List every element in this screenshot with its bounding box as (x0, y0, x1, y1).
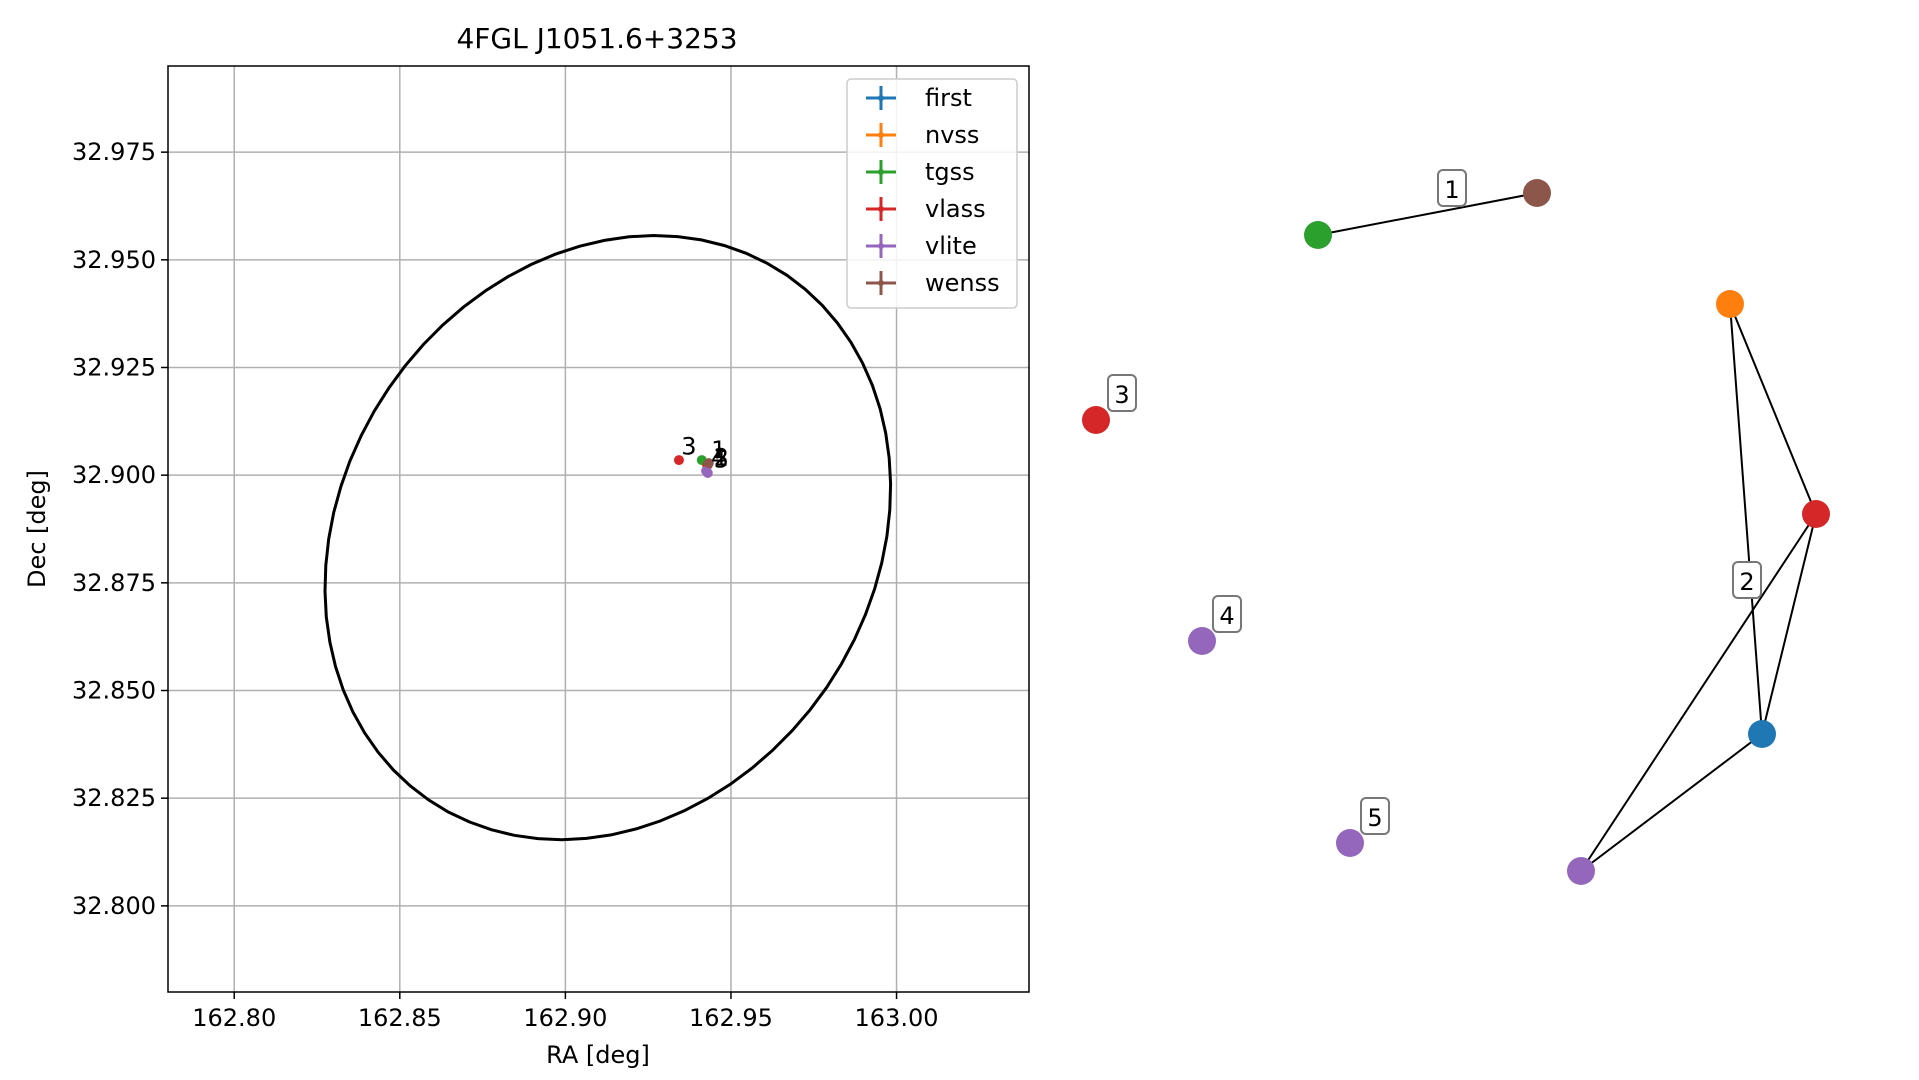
node-vlass3 (1082, 406, 1110, 434)
legend-label-vlass: vlass (925, 195, 986, 223)
group-label-box (1107, 374, 1137, 412)
edge-vlass2-first (1761, 513, 1817, 735)
legend-dot-nvss (878, 132, 884, 138)
x-tick-label: 162.90 (523, 1004, 607, 1032)
source-point-label: 5 (714, 445, 729, 473)
error-ellipse (323, 233, 893, 842)
legend-dot-vlass (878, 206, 884, 212)
edge-nvss-vlass2 (1729, 303, 1817, 515)
y-tick-label: 32.875 (72, 569, 156, 597)
source-points (673, 455, 714, 479)
group-label-text: 1 (1444, 176, 1459, 204)
node-tgss (1304, 221, 1332, 249)
x-tick-label: 163.00 (855, 1004, 939, 1032)
plot-frame (167, 65, 1030, 993)
group-label-text: 5 (1367, 804, 1382, 832)
source-point-label: 3 (681, 432, 696, 460)
network-nodes (1082, 179, 1830, 885)
group-label-box (1437, 169, 1467, 207)
node-vlass2 (1802, 500, 1830, 528)
legend-label-tgss: tgss (925, 158, 975, 186)
node-vlite2 (1567, 857, 1595, 885)
group-label-text: 3 (1114, 381, 1129, 409)
group-label-text: 4 (1219, 602, 1234, 630)
node-first (1748, 720, 1776, 748)
group-label-3: 3 (1107, 374, 1137, 412)
x-tick-label: 162.80 (192, 1004, 276, 1032)
y-tick-label: 32.925 (72, 353, 156, 381)
group-label-1: 1 (1437, 169, 1467, 207)
x-tick-label: 162.95 (689, 1004, 773, 1032)
source-point-vlite (701, 465, 712, 476)
y-tick-label: 32.825 (72, 784, 156, 812)
network-group-labels: 1 2 3 4 5 (1107, 169, 1762, 835)
y-tick-label: 32.900 (72, 461, 156, 489)
source-point-wenss (703, 458, 714, 469)
source-point-vlass (673, 455, 684, 466)
source-point-label: 2 (714, 444, 729, 472)
sky-plot: 4FGL J1051.6+3253 162.80 162.85 162.90 162.… (23, 22, 1030, 1069)
network-edges (1317, 192, 1817, 872)
legend: first nvss tgss vlass vlite wenss (846, 78, 1018, 309)
y-axis-ticks: 32.800 32.825 32.850 32.875 32.900 32.925 32.9… (72, 138, 168, 920)
x-axis-label: RA [deg] (546, 1041, 650, 1069)
group-label-box (1360, 797, 1390, 835)
group-label-box (1732, 561, 1762, 599)
source-point-label: 4 (711, 444, 726, 472)
legend-dot-wenss (878, 280, 884, 286)
y-tick-label: 32.950 (72, 246, 156, 274)
legend-label-wenss: wenss (925, 269, 1000, 297)
x-axis-ticks: 162.80 162.85 162.90 162.95 163.00 (192, 992, 939, 1032)
node-vlite5 (1336, 829, 1364, 857)
x-tick-label: 162.85 (358, 1004, 442, 1032)
group-label-4: 4 (1212, 595, 1242, 633)
y-tick-label: 32.800 (72, 892, 156, 920)
legend-label-nvss: nvss (925, 121, 979, 149)
legend-label-first: first (925, 84, 972, 112)
group-label-5: 5 (1360, 797, 1390, 835)
legend-entries: first nvss tgss vlass vlite wenss (866, 84, 1000, 297)
legend-dot-first (878, 95, 884, 101)
legend-dot-tgss (878, 169, 884, 175)
edge-vlass2-vlite2 (1580, 513, 1817, 872)
edge-nvss-first (1729, 303, 1763, 735)
match-network: 1 2 3 4 5 (1082, 169, 1830, 885)
node-vlite4 (1188, 627, 1216, 655)
edge-tgss-wenss (1317, 192, 1538, 236)
legend-dot-vlite (878, 243, 884, 249)
node-wenss (1523, 179, 1551, 207)
node-nvss (1716, 290, 1744, 318)
legend-label-vlite: vlite (925, 232, 977, 260)
group-label-text: 2 (1739, 568, 1754, 596)
group-label-box (1212, 595, 1242, 633)
y-tick-label: 32.850 (72, 677, 156, 705)
y-tick-label: 32.975 (72, 138, 156, 166)
plot-title: 4FGL J1051.6+3253 (456, 22, 737, 55)
y-axis-label: Dec [deg] (23, 470, 51, 588)
edge-first-vlite2 (1580, 733, 1763, 872)
source-point-label: 1 (711, 436, 726, 464)
group-label-2: 2 (1732, 561, 1762, 599)
